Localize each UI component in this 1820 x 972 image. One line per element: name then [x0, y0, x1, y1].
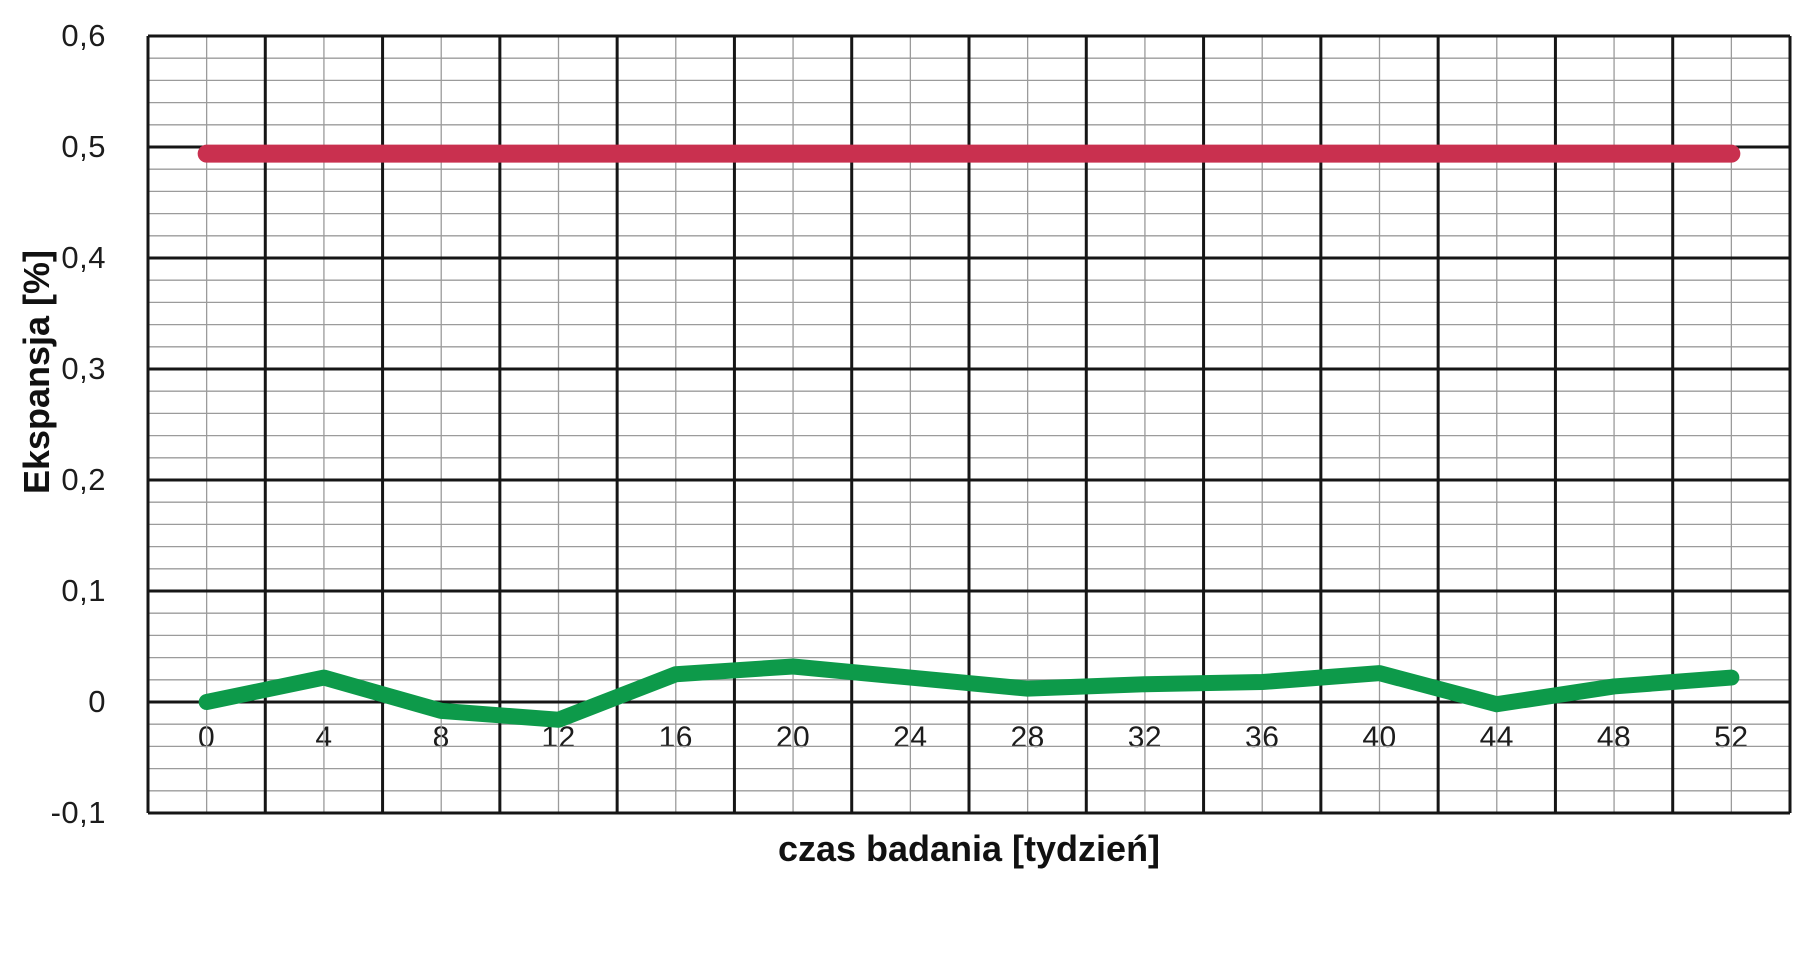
x-tick-label: 20 — [769, 720, 817, 756]
x-tick-label: 8 — [426, 720, 456, 756]
y-tick-label: 0,2 — [61, 462, 106, 497]
y-tick-label: 0,6 — [61, 18, 106, 53]
series-line-cem — [198, 658, 1740, 728]
legend: CEM IV/B(V) 42,5 N-LH/NA Lafarge Kujawy … — [0, 905, 1820, 965]
y-tick-label: 0,5 — [61, 129, 106, 164]
x-tick-label: 16 — [652, 720, 699, 756]
x-tick-label: 36 — [1239, 720, 1286, 756]
y-axis-title: Ekspansja [%] — [16, 249, 57, 495]
x-tick-label: 52 — [1708, 720, 1755, 756]
y-tick-label: 0,4 — [61, 240, 106, 275]
x-tick-label: 40 — [1356, 720, 1403, 756]
x-tick-label: 28 — [1004, 720, 1051, 756]
x-tick-label: 44 — [1473, 720, 1520, 756]
y-tick-label: 0,1 — [61, 573, 106, 608]
x-tick-label: 48 — [1590, 720, 1638, 756]
y-tick-label: 0 — [88, 684, 106, 719]
x-tick-label: 24 — [887, 720, 934, 756]
x-axis-title: czas badania [tydzień] — [777, 828, 1161, 869]
x-tick-label: 12 — [535, 720, 582, 756]
x-tick-label: 0 — [192, 720, 222, 756]
y-tick-label: -0,1 — [50, 795, 106, 830]
x-tick-label: 32 — [1121, 720, 1169, 756]
x-tick-label: 4 — [309, 720, 339, 756]
y-tick-label: 0,3 — [61, 351, 106, 386]
